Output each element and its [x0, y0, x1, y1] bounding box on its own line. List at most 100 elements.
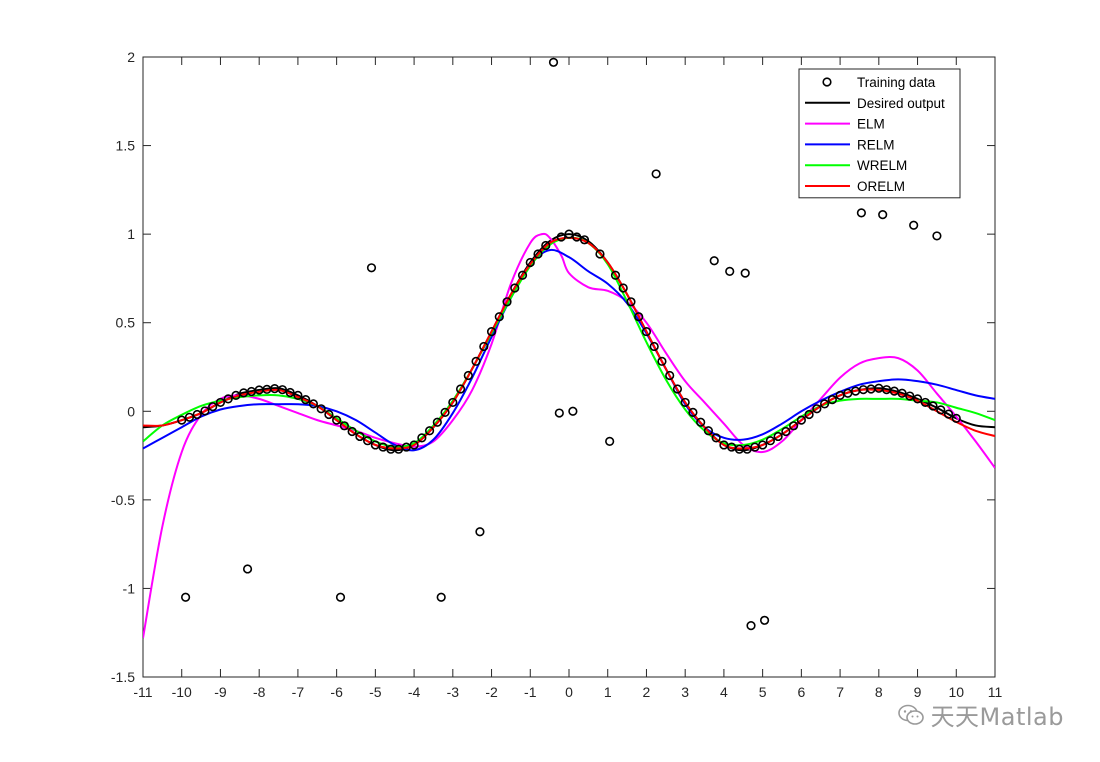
x-tick-label: 6 [797, 684, 805, 700]
outlier-point [759, 615, 770, 625]
outlier-point [909, 220, 919, 230]
training-point [618, 283, 628, 293]
training-point [781, 426, 791, 437]
training-point [897, 388, 907, 398]
training-point [928, 401, 938, 411]
training-point [208, 402, 218, 412]
training-point [672, 384, 683, 394]
training-point [355, 431, 365, 442]
training-point [951, 413, 961, 423]
training-point [680, 397, 690, 408]
x-tick-label: 10 [948, 684, 964, 700]
y-tick-label: 1.5 [116, 138, 136, 154]
training-point [912, 394, 923, 404]
training-point [649, 341, 659, 352]
training-point [517, 270, 528, 280]
legend-label: ORELM [857, 179, 905, 194]
x-tick-label: -5 [369, 684, 382, 700]
y-tick-label: 1 [127, 226, 135, 242]
training-point [277, 385, 288, 395]
training-point [564, 229, 574, 239]
x-tick-label: 2 [643, 684, 651, 700]
training-point [595, 249, 605, 259]
x-tick-label: 5 [759, 684, 767, 700]
legend-marker-training-data [822, 77, 832, 87]
training-point [316, 404, 326, 414]
x-tick-label: -9 [214, 684, 227, 700]
outlier-point [746, 621, 756, 631]
training-point [308, 399, 319, 409]
x-tick-label: -8 [253, 684, 266, 700]
outlier-point [651, 169, 661, 179]
outlier-point [335, 592, 346, 602]
training-point [293, 390, 303, 400]
training-point [502, 297, 512, 307]
training-point [541, 240, 551, 251]
legend-box [798, 68, 961, 199]
training-point [215, 397, 226, 408]
training-point [758, 440, 768, 450]
outlier-point [932, 231, 942, 241]
training-point [696, 417, 706, 427]
training-point [363, 436, 373, 446]
training-point [936, 405, 946, 415]
training-point [796, 415, 806, 425]
x-tick-label: 7 [836, 684, 844, 700]
legend: Training data Desired output ELM RELM WRELM O… [798, 68, 961, 199]
x-tick-label: -6 [330, 684, 343, 700]
training-point [223, 394, 233, 404]
training-point [789, 421, 799, 431]
training-point [301, 394, 311, 405]
outlier-point [856, 208, 866, 218]
training-point [943, 409, 954, 419]
training-point [324, 409, 334, 420]
training-point [231, 390, 241, 400]
outlier-point [878, 210, 888, 220]
y-axis: -1.5 -1 -0.5 0 0.5 1 1.5 2 [111, 49, 995, 685]
training-point [409, 440, 419, 450]
training-point [819, 399, 830, 409]
outlier-point [740, 268, 750, 278]
x-tick-label: -7 [292, 684, 305, 700]
training-point [657, 356, 667, 366]
training-point [494, 312, 504, 322]
training-point [200, 406, 210, 416]
training-point [641, 326, 652, 337]
training-point [905, 391, 915, 401]
outlier-point [548, 57, 559, 67]
x-tick-label: 8 [875, 684, 883, 700]
training-point [703, 426, 714, 436]
x-tick-label: 0 [565, 684, 573, 700]
training-point [804, 409, 814, 420]
training-point [610, 270, 621, 280]
training-point [688, 407, 698, 417]
outlier-point [709, 256, 719, 266]
legend-label: Training data [857, 75, 936, 90]
x-tick-label: 3 [681, 684, 689, 700]
training-point [463, 370, 473, 381]
training-point [773, 431, 783, 442]
x-tick-label: -2 [485, 684, 498, 700]
training-point [711, 433, 721, 443]
training-point [626, 297, 636, 307]
wechat-icon [897, 704, 924, 725]
outlier-point [568, 406, 578, 416]
y-tick-label: -1.5 [111, 669, 135, 685]
outlier-point [725, 266, 735, 276]
legend-label: RELM [857, 137, 895, 152]
x-tick-label: 4 [720, 684, 728, 700]
training-point [634, 312, 644, 322]
training-point [471, 356, 481, 366]
training-point [448, 397, 458, 408]
outlier-point [366, 263, 377, 273]
x-tick-label: 9 [914, 684, 922, 700]
legend-label: ELM [857, 117, 885, 132]
training-point [510, 283, 520, 293]
outlier-point [605, 436, 615, 447]
watermark-text: 天天Matlab [930, 703, 1064, 731]
training-point [417, 433, 427, 443]
training-point [339, 421, 349, 431]
training-point [432, 417, 442, 427]
y-tick-label: 2 [127, 49, 135, 65]
x-tick-label: -4 [408, 684, 421, 700]
